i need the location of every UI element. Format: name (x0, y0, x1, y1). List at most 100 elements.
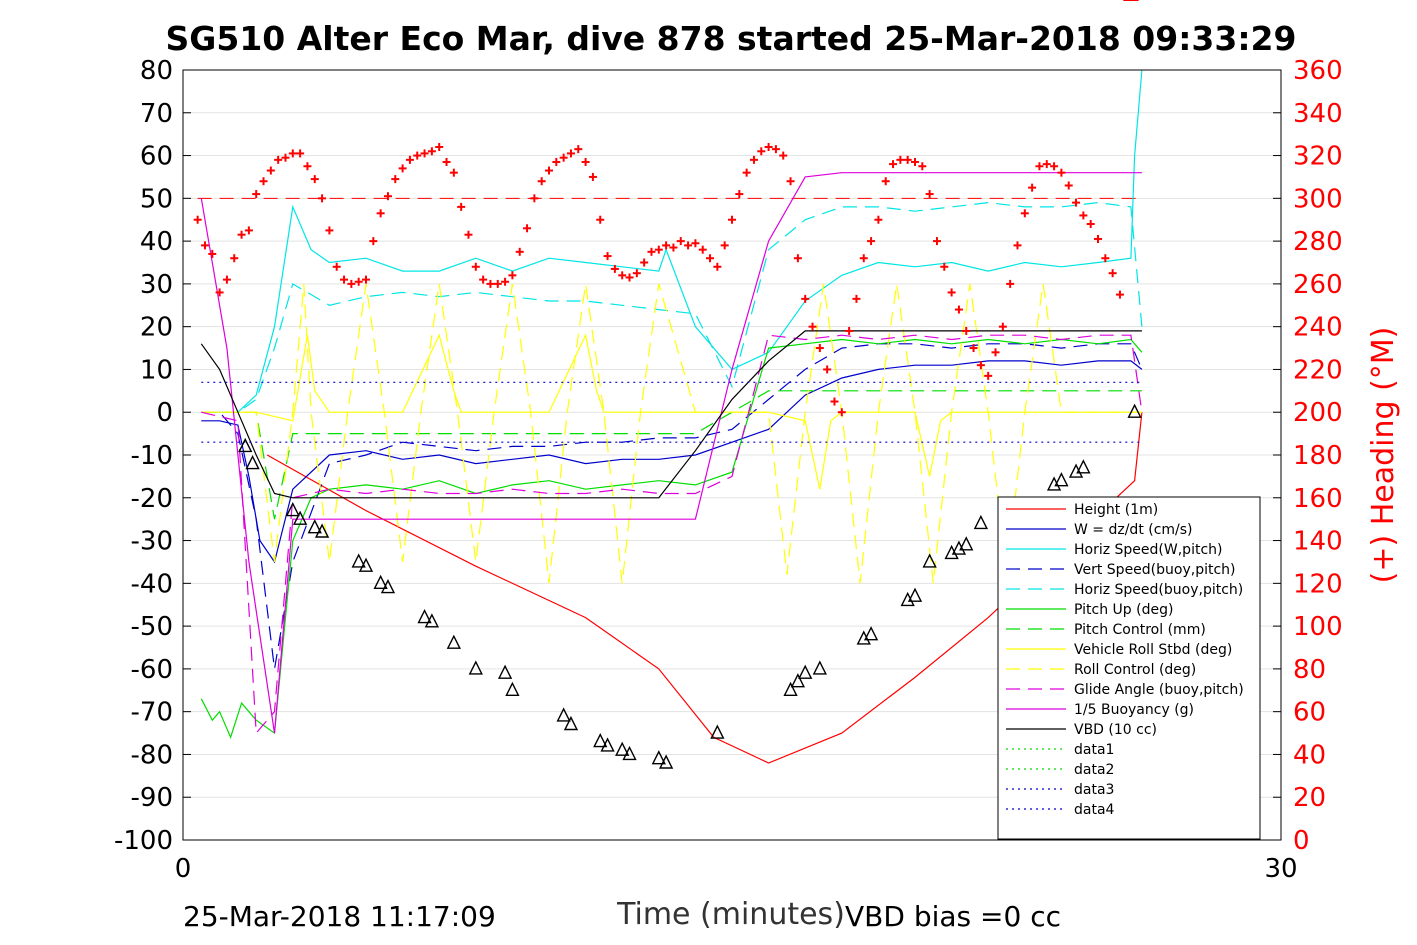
left-tick-label: 60 (140, 142, 173, 172)
triangle-marker (314, 523, 330, 538)
heading-point (193, 215, 202, 224)
triangle-marker (417, 608, 432, 624)
heading-point (244, 226, 253, 235)
heading-point (383, 192, 392, 201)
heading-point (991, 348, 1000, 357)
heading-point (530, 194, 539, 203)
left-tick-label: -80 (131, 740, 173, 770)
heading-point (793, 254, 802, 263)
heading-point (874, 215, 883, 224)
triangle-marker (783, 681, 798, 696)
triangle-marker (900, 591, 915, 607)
series-line-6 (201, 390, 1142, 520)
triangle-marker (615, 741, 630, 756)
heading-point (369, 237, 378, 246)
legend-label: data2 (1074, 762, 1114, 778)
right-tick-label: 120 (1293, 569, 1343, 599)
heading-point (684, 241, 693, 250)
heading-point (771, 145, 780, 154)
heading-point (662, 241, 671, 250)
heading-point (325, 226, 334, 235)
right-tick-label: 200 (1293, 398, 1343, 428)
heading-point (296, 149, 305, 158)
right-tick-label: 0 (1293, 826, 1310, 856)
left-tick-label: 0 (156, 398, 173, 428)
heading-point (625, 273, 634, 282)
left-axis-ticks: 80 70 60 50 40 30 20 10 0 -10 -20 -30 -40 -50 -60 -70 -8… (114, 56, 191, 856)
series-line-2 (201, 69, 1143, 413)
legend-label: Glide Angle (buoy,pitch) (1074, 682, 1244, 698)
right-tick-label: 240 (1293, 313, 1343, 343)
left-tick-label: -40 (131, 569, 173, 599)
heading-point (984, 371, 993, 380)
footer-vbd-bias: VBD bias =0 cc (845, 900, 1061, 933)
heading-point (654, 245, 663, 254)
left-tick-label: 20 (140, 313, 173, 343)
heading-point (947, 288, 956, 297)
right-tick-label: 40 (1293, 740, 1326, 770)
legend-box (997, 496, 1261, 840)
heading-point (669, 243, 678, 252)
triangle-marker (658, 754, 674, 769)
heading-point (757, 147, 766, 156)
heading-point (742, 168, 751, 177)
legend-label: Pitch Up (deg) (1074, 602, 1173, 618)
heading-point (588, 172, 597, 181)
left-tick-label: -50 (131, 612, 173, 642)
heading-point (318, 194, 327, 203)
triangle-marker (944, 544, 959, 560)
left-tick-label: 10 (140, 355, 173, 385)
heading-point (852, 294, 861, 303)
heading-point (420, 149, 429, 158)
triangle-marker (710, 724, 725, 739)
heading-point (867, 237, 876, 246)
right-tick-label: 20 (1293, 783, 1326, 813)
triangle-marker (593, 733, 608, 748)
triangle-marker (651, 750, 666, 765)
triangle-marker (351, 553, 366, 568)
series-line-11 (200, 330, 1142, 499)
heading-point (1064, 181, 1073, 190)
legend-label: Vert Speed(buoy,pitch) (1074, 562, 1236, 578)
left-tick-label: -20 (131, 484, 173, 514)
heading-point (837, 408, 846, 417)
heading-point (1020, 209, 1029, 218)
heading-point (559, 153, 568, 162)
legend-label: Horiz Speed(buoy,pitch) (1074, 582, 1243, 598)
heading-point (940, 262, 949, 271)
heading-point (859, 254, 868, 263)
heading-point (801, 294, 810, 303)
triangle-marker (556, 707, 571, 722)
triangle-marker (907, 587, 923, 602)
heading-point (515, 247, 524, 256)
heading-point (903, 155, 912, 164)
heading-point (252, 190, 261, 199)
left-tick-label: 70 (140, 99, 173, 129)
legend-label: data1 (1074, 742, 1114, 758)
triangle-marker (922, 553, 937, 568)
heading-point (720, 241, 729, 250)
right-tick-label: 100 (1293, 612, 1343, 642)
heading-point (998, 322, 1007, 331)
heading-point (398, 164, 407, 173)
left-tick-label: -10 (131, 441, 173, 471)
heading-point (1035, 162, 1044, 171)
heading-point (779, 151, 788, 160)
heading-point (354, 277, 363, 286)
heading-point (1079, 211, 1088, 220)
legend: Height (1m) W = dz/dt (cm/s) Horiz Speed(W… (997, 496, 1261, 840)
heading-point (566, 149, 575, 158)
heading-point (508, 271, 517, 280)
heading-point (911, 157, 919, 166)
right-tick-label: 60 (1293, 698, 1326, 728)
right-tick-label: 360 (1293, 56, 1343, 86)
left-tick-label: 40 (140, 227, 173, 257)
triangle-marker (446, 634, 461, 649)
left-tick-label: -60 (131, 655, 173, 685)
triangle-marker (497, 664, 513, 679)
left-tick-label: 30 (140, 270, 173, 300)
legend-label: Height (1m) (1074, 502, 1158, 518)
right-tick-label: 220 (1293, 355, 1343, 385)
triangle-marker (1076, 459, 1091, 474)
heading-point (222, 275, 231, 284)
